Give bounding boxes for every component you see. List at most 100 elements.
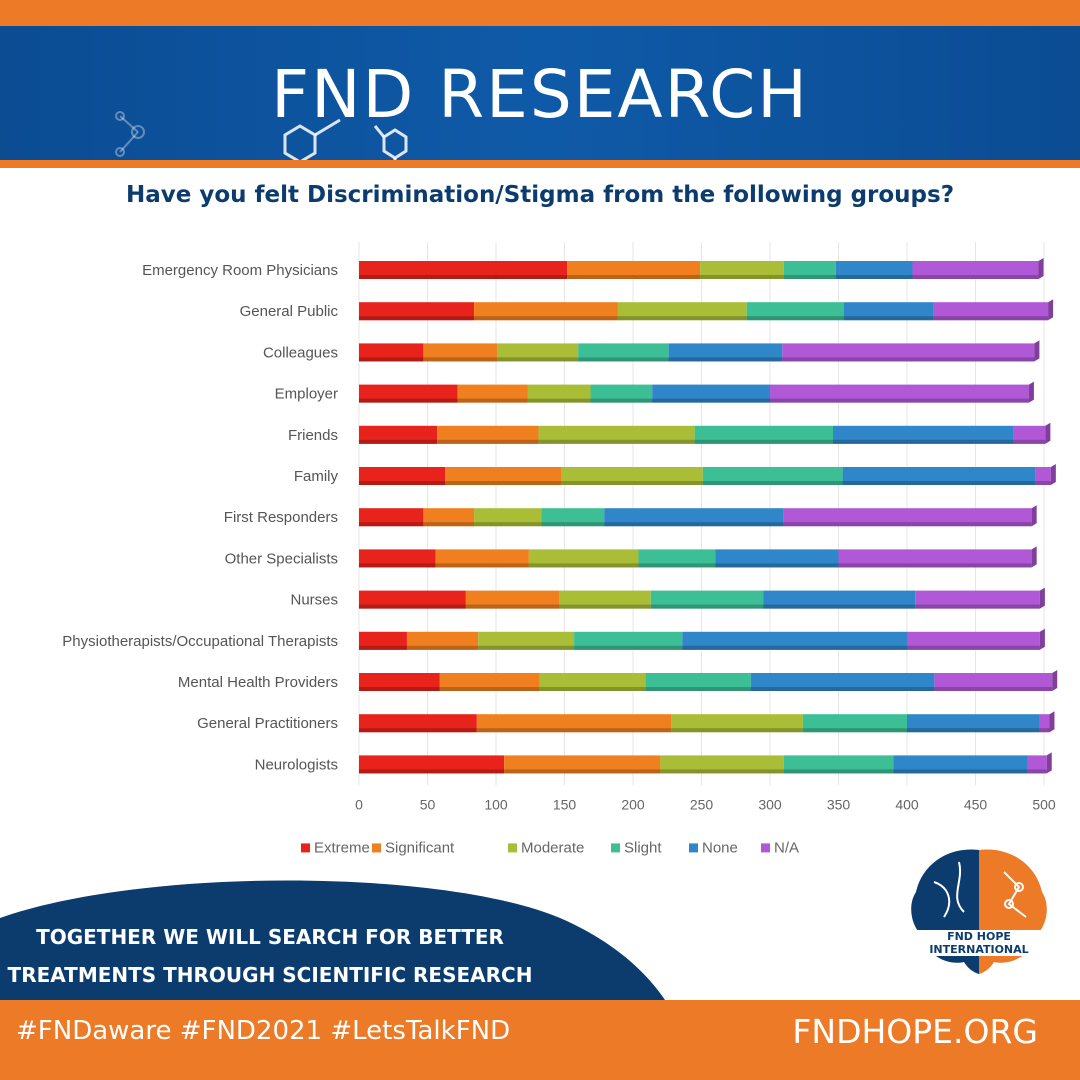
- bar-segment-shadow: [645, 687, 751, 691]
- bar-segment: [359, 384, 458, 403]
- category-label: General Public: [240, 303, 339, 320]
- bar-end-cap: [1039, 587, 1045, 609]
- bar-segment: [770, 384, 1029, 403]
- bar-segment: [359, 755, 505, 774]
- category-label: Family: [294, 468, 339, 485]
- bar-end-cap: [1052, 670, 1058, 691]
- bar-segment-shadow: [842, 481, 1036, 485]
- x-tick-label: 500: [1032, 796, 1056, 812]
- logo-text: FND HOPE INTERNATIONAL: [900, 930, 1058, 956]
- bar-segment: [423, 508, 475, 527]
- bar-segment-shadow: [465, 604, 560, 609]
- bar-segment-shadow: [746, 316, 844, 321]
- bar-segment-shadow: [359, 398, 458, 403]
- bar-segment-shadow: [660, 769, 784, 774]
- bar-segment: [539, 673, 646, 691]
- bar-segment-shadow: [1035, 481, 1051, 485]
- bar-segment: [650, 590, 764, 609]
- bar-segment-shadow: [770, 398, 1029, 403]
- bar-segment-shadow: [359, 275, 568, 279]
- bar-segment: [359, 590, 466, 609]
- brain-logo-icon: [911, 849, 1047, 974]
- bar-segment: [359, 467, 446, 485]
- bar-segment-shadow: [915, 604, 1040, 609]
- bar-segment-shadow: [694, 439, 834, 444]
- bar-segment: [359, 343, 424, 362]
- molecule-icon: [115, 111, 408, 160]
- bar-segment: [439, 673, 540, 691]
- bar-segment: [478, 631, 575, 650]
- bar-segment-shadow: [617, 316, 747, 321]
- bar-segment-shadow: [359, 316, 475, 321]
- bar-segment-shadow: [437, 439, 539, 444]
- slogan-wave-shape: [0, 880, 665, 1000]
- category-label: General Practitioners: [197, 715, 338, 732]
- bar-segment: [527, 384, 591, 403]
- top-accent-strip: [0, 0, 1080, 26]
- bar-segment-shadow: [474, 316, 618, 321]
- website-link[interactable]: FNDHOPE.ORG: [792, 1012, 1038, 1051]
- bar-segment-shadow: [359, 645, 407, 650]
- bar-segment: [652, 384, 770, 403]
- legend-label: None: [702, 839, 738, 856]
- bar-segment: [359, 714, 477, 733]
- bar-segment: [1013, 425, 1046, 444]
- bar-segment: [1027, 755, 1047, 774]
- bar-segment-shadow: [933, 316, 1049, 321]
- bar-segment-shadow: [782, 357, 1035, 362]
- bar-segment-shadow: [359, 687, 440, 691]
- bar-segment: [671, 714, 803, 733]
- legend-label: Extreme: [314, 839, 370, 856]
- bar-segment-shadow: [423, 357, 498, 362]
- bar-segment: [504, 755, 661, 774]
- legend-swatch: [508, 843, 517, 853]
- bar-end-cap: [1039, 628, 1045, 650]
- bar-segment: [541, 508, 605, 527]
- bar-end-cap: [1048, 299, 1054, 321]
- bar-segment: [359, 425, 438, 444]
- bar-segment-shadow: [934, 687, 1053, 691]
- bar-segment-shadow: [802, 728, 907, 733]
- category-label: Colleagues: [263, 344, 338, 361]
- bar-segment-shadow: [476, 728, 672, 733]
- legend-swatch: [301, 843, 310, 853]
- bar-segment: [423, 343, 498, 362]
- bar-segment-shadow: [783, 522, 1032, 527]
- slogan: TOGETHER WE WILL SEARCH FOR BETTER TREAT…: [0, 918, 540, 994]
- bar-segment-shadow: [439, 687, 540, 691]
- bar-segment: [359, 631, 407, 650]
- bar-segment-shadow: [1027, 769, 1047, 774]
- bar-end-cap: [1049, 711, 1055, 733]
- bar-segment: [746, 302, 844, 321]
- bar-segment-shadow: [359, 769, 505, 774]
- category-label: Friends: [288, 427, 338, 444]
- bar-segment-shadow: [406, 645, 479, 650]
- bar-segment: [934, 673, 1053, 691]
- bar-segment-shadow: [783, 769, 894, 774]
- x-tick-label: 50: [420, 796, 436, 812]
- bar-segment: [359, 549, 436, 568]
- bar-segment: [933, 302, 1049, 321]
- category-label: Neurologists: [255, 756, 338, 773]
- x-tick-label: 200: [621, 796, 645, 812]
- bar-segment: [474, 302, 618, 321]
- bar-segment-shadow: [567, 275, 701, 279]
- bar-segment-shadow: [1039, 728, 1050, 733]
- bar-segment: [694, 425, 834, 444]
- bar-segment-shadow: [590, 398, 653, 403]
- bar-end-cap: [1034, 340, 1040, 362]
- bar-segment: [528, 549, 639, 568]
- bar-end-cap: [1046, 752, 1052, 774]
- bar-segment: [476, 714, 672, 733]
- bar-segment-shadow: [763, 604, 916, 609]
- bar-end-cap: [1031, 505, 1037, 527]
- bar-segment-shadow: [578, 357, 669, 362]
- bar-segment-shadow: [833, 439, 1014, 444]
- bar-segment-shadow: [652, 398, 770, 403]
- bar-segment-shadow: [359, 439, 438, 444]
- bar-segment-shadow: [835, 275, 913, 279]
- bar-segment: [668, 343, 783, 362]
- bar-segment-shadow: [750, 687, 935, 691]
- bar-segment-shadow: [650, 604, 764, 609]
- bar-segment: [435, 549, 529, 568]
